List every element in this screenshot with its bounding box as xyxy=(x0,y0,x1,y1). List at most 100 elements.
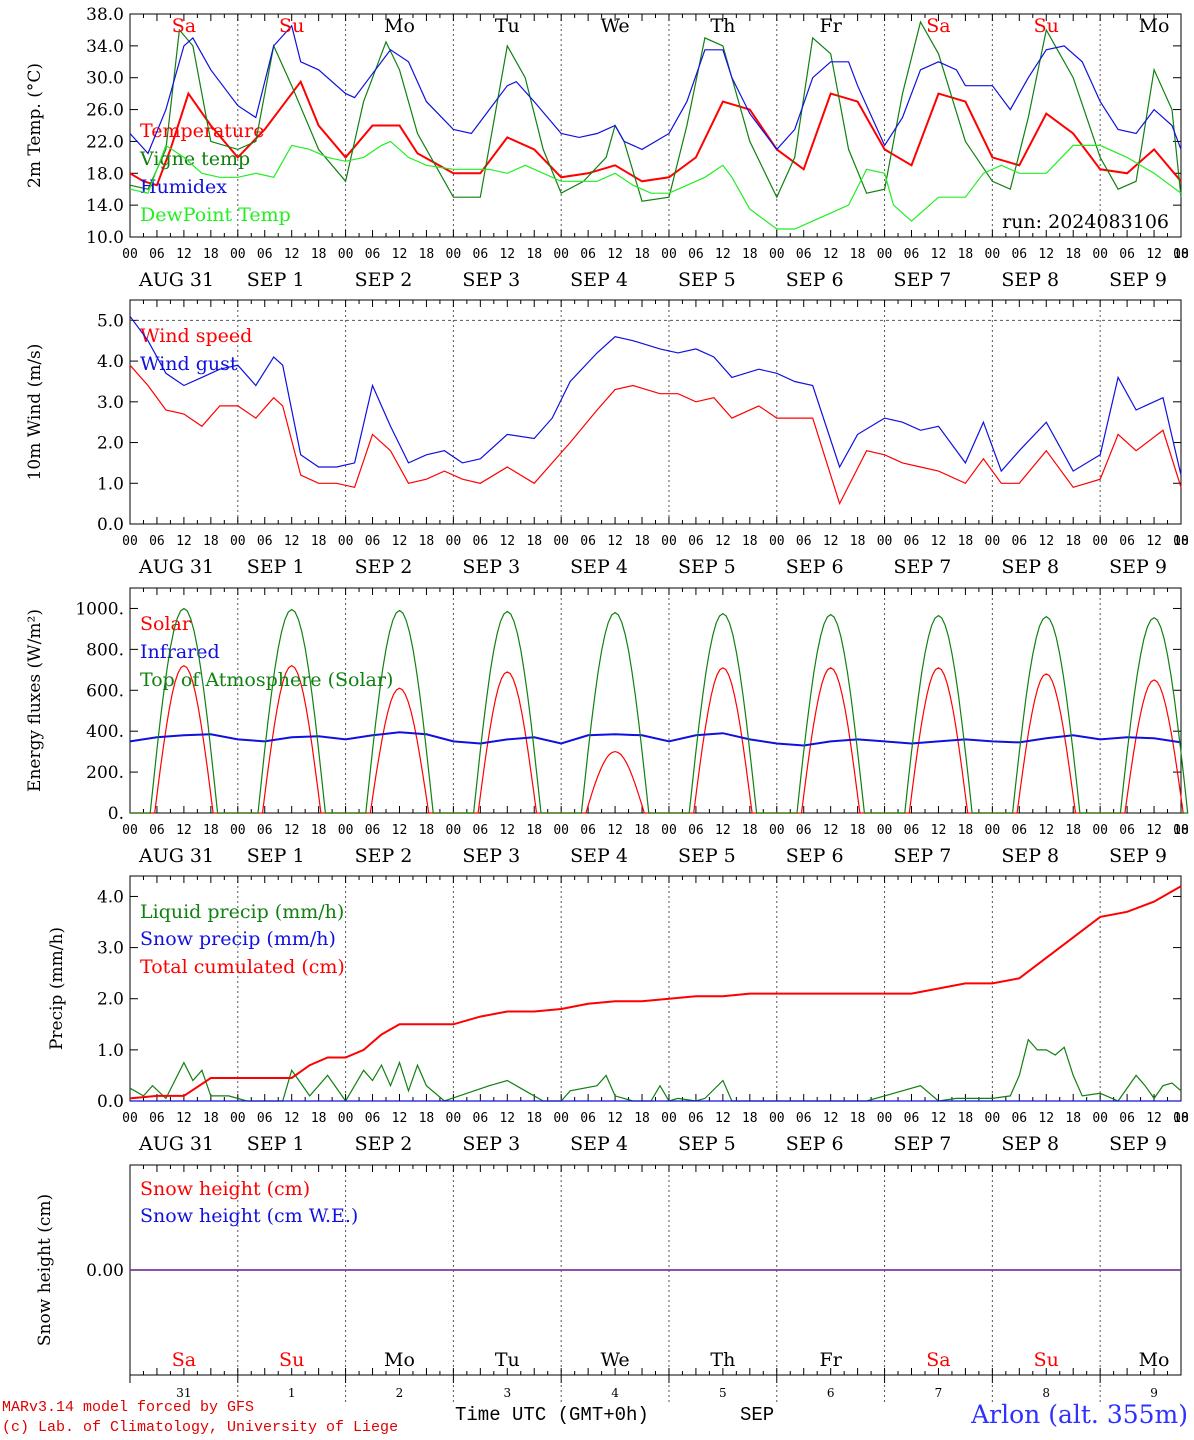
day-name: Sa xyxy=(926,1349,950,1371)
hour-label: 00 xyxy=(985,247,1001,262)
hour-label: 00 xyxy=(553,1111,569,1126)
y-tick-label: 1000. xyxy=(75,599,124,619)
y-tick-label: 4.0 xyxy=(97,352,124,372)
y-tick-label: 14.0 xyxy=(86,196,124,216)
y-tick-label: 26.0 xyxy=(86,101,124,121)
hour-label: 18 xyxy=(526,1111,542,1126)
day-number: 9 xyxy=(1150,1386,1158,1400)
hour-label: 18 xyxy=(419,823,435,838)
date-label: SEP 1 xyxy=(247,845,305,867)
hour-label: 18 xyxy=(958,823,974,838)
hour-label: 18 xyxy=(1173,247,1189,262)
hour-label: 12 xyxy=(392,247,408,262)
hour-label: 06 xyxy=(473,534,489,549)
day-number: 31 xyxy=(176,1386,191,1400)
y-axis-label: Energy fluxes (W/m²) xyxy=(25,609,45,792)
hour-label: 06 xyxy=(1119,534,1135,549)
date-label: SEP 3 xyxy=(462,1133,520,1155)
hour-label: 18 xyxy=(958,534,974,549)
date-label: SEP 9 xyxy=(1109,1133,1167,1155)
day-number: 6 xyxy=(827,1386,835,1400)
panel-frame xyxy=(129,299,1182,525)
series-line xyxy=(129,140,1182,230)
day-number: 8 xyxy=(1042,1386,1050,1400)
date-label: SEP 2 xyxy=(355,556,413,578)
legend-entry: DewPoint Temp xyxy=(140,204,291,226)
hour-label: 06 xyxy=(904,534,920,549)
hour-label: 00 xyxy=(122,534,138,549)
hour-label: 06 xyxy=(688,247,704,262)
hour-label: 00 xyxy=(661,823,677,838)
day-name: Mo xyxy=(1139,1349,1170,1371)
station-label: Arlon (alt. 355m) xyxy=(971,1400,1188,1429)
series-line xyxy=(130,607,1189,814)
hour-label: 06 xyxy=(904,247,920,262)
day-number: 5 xyxy=(719,1386,727,1400)
hour-label: 12 xyxy=(1038,534,1054,549)
model-credit: MARv3.14 model forced by GFS xyxy=(2,1399,255,1416)
hour-label: 18 xyxy=(742,1111,758,1126)
y-tick-label: 2.0 xyxy=(97,434,124,454)
date-label: SEP 6 xyxy=(786,1133,844,1155)
hour-label: 00 xyxy=(1173,1111,1189,1126)
y-tick-label: 1.0 xyxy=(97,474,124,494)
hour-label: 06 xyxy=(1011,534,1027,549)
hour-label: 00 xyxy=(985,1111,1001,1126)
hour-label: 00 xyxy=(446,247,462,262)
hour-label: 18 xyxy=(1065,247,1081,262)
hour-label: 00 xyxy=(122,823,138,838)
hour-label: 06 xyxy=(688,1111,704,1126)
date-label: SEP 2 xyxy=(355,1133,413,1155)
hour-label: 12 xyxy=(607,534,623,549)
hour-label: 12 xyxy=(1146,534,1162,549)
hour-label: 06 xyxy=(688,823,704,838)
y-tick-label: 3.0 xyxy=(97,393,124,413)
hour-label: 18 xyxy=(419,247,435,262)
y-tick-label: 0.0 xyxy=(97,1092,124,1112)
date-label: SEP 9 xyxy=(1109,845,1167,867)
day-name: Tu xyxy=(495,15,520,37)
hour-label: 18 xyxy=(742,534,758,549)
hour-label: 06 xyxy=(796,823,812,838)
hour-label: 06 xyxy=(1011,1111,1027,1126)
hour-label: 12 xyxy=(823,1111,839,1126)
series-line xyxy=(129,24,1182,155)
day-name: We xyxy=(600,15,629,37)
hour-label: 18 xyxy=(850,1111,866,1126)
hour-label: 00 xyxy=(230,823,246,838)
hour-label: 00 xyxy=(661,534,677,549)
hour-label: 12 xyxy=(284,534,300,549)
day-number: 4 xyxy=(611,1386,619,1400)
legend-entry: Infrared xyxy=(140,641,220,663)
y-tick-label: 22.0 xyxy=(86,132,124,152)
day-name: Sa xyxy=(926,15,950,37)
y-tick-label: 4.0 xyxy=(97,887,124,907)
lab-credit: (c) Lab. of Climatology, University of L… xyxy=(2,1419,399,1436)
hour-label: 06 xyxy=(580,823,596,838)
hour-label: 12 xyxy=(1038,823,1054,838)
hour-label: 18 xyxy=(742,247,758,262)
hour-label: 12 xyxy=(1038,247,1054,262)
date-label: SEP 6 xyxy=(786,845,844,867)
hour-label: 06 xyxy=(796,247,812,262)
y-tick-label: 3.0 xyxy=(97,939,124,959)
hour-label: 12 xyxy=(715,534,731,549)
hour-label: 12 xyxy=(931,1111,947,1126)
legend-entry: Vigne temp xyxy=(139,148,250,170)
legend-entry: Wind speed xyxy=(140,325,252,347)
hour-label: 06 xyxy=(365,823,381,838)
hour-label: 12 xyxy=(176,247,192,262)
hour-label: 18 xyxy=(634,247,650,262)
y-tick-label: 400. xyxy=(86,722,124,742)
hour-label: 00 xyxy=(446,1111,462,1126)
hour-label: 18 xyxy=(526,823,542,838)
y-tick-label: 18.0 xyxy=(86,164,124,184)
hour-label: 06 xyxy=(149,823,165,838)
series-line xyxy=(129,885,1182,1100)
hour-label: 12 xyxy=(607,823,623,838)
hour-label: 00 xyxy=(230,534,246,549)
day-name: Th xyxy=(710,15,735,37)
hour-label: 18 xyxy=(1173,1111,1189,1126)
hour-label: 06 xyxy=(257,1111,273,1126)
hour-label: 18 xyxy=(742,823,758,838)
